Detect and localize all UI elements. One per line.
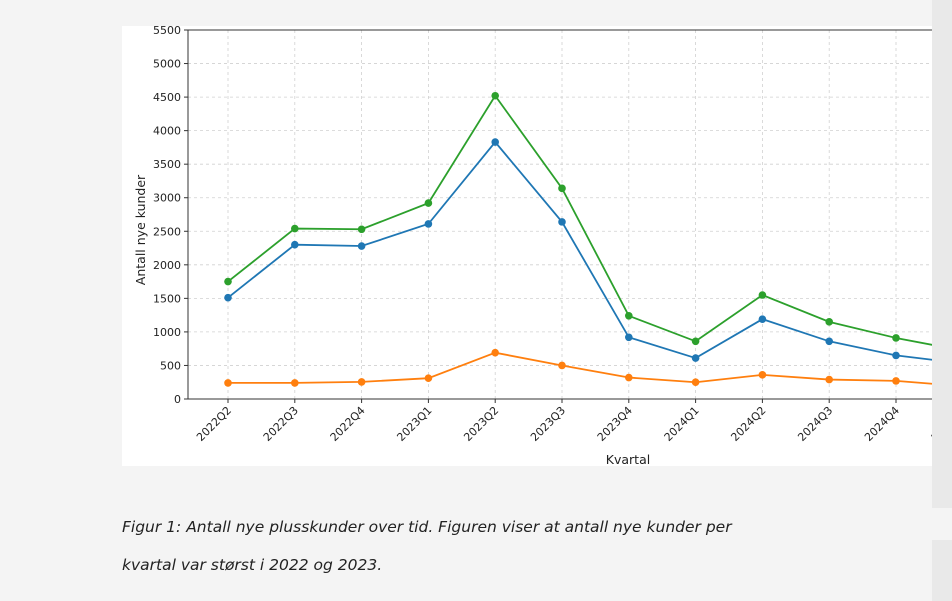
series-1-point bbox=[691, 337, 700, 346]
y-tick-label: 1000 bbox=[153, 326, 181, 339]
x-tick-label: 2024Q2 bbox=[728, 404, 768, 444]
series-1-point bbox=[825, 318, 833, 326]
series-2-point bbox=[491, 138, 500, 146]
series-2-point bbox=[558, 218, 566, 226]
y-tick-label: 2000 bbox=[153, 259, 181, 272]
series-1-point bbox=[291, 224, 299, 233]
axes bbox=[184, 29, 932, 403]
y-tick-label: 1500 bbox=[153, 292, 181, 305]
x-tick-label: 2023Q2 bbox=[461, 404, 501, 444]
x-tick-label: 2022Q4 bbox=[328, 404, 368, 444]
series-3-point bbox=[291, 379, 299, 387]
series-3-point bbox=[625, 373, 633, 382]
y-tick-label: 4000 bbox=[153, 125, 181, 138]
y-tick-label: 2500 bbox=[153, 225, 181, 238]
y-tick-label: 3000 bbox=[153, 192, 181, 205]
series-3-point bbox=[224, 379, 232, 387]
series-2-point bbox=[291, 240, 299, 249]
series-line-3 bbox=[228, 351, 932, 385]
scrollbar-gap bbox=[932, 508, 952, 540]
line-chart: 0 500 1000 1500 2000 2500 3000 3500 4000 4500 5000… bbox=[133, 26, 932, 466]
series-2-point bbox=[357, 242, 366, 250]
series-1-point bbox=[892, 334, 900, 342]
series-1-point bbox=[625, 312, 633, 320]
x-tick-label: 2023Q3 bbox=[528, 404, 568, 444]
caption-line-1: Figur 1: Antall nye plusskunder over tid… bbox=[122, 518, 732, 536]
series bbox=[224, 91, 932, 387]
x-tick-label: 2023Q4 bbox=[595, 404, 635, 444]
series-1-point bbox=[558, 184, 566, 193]
series-2-point bbox=[424, 220, 433, 228]
x-axis-title: Kvartal bbox=[606, 452, 650, 466]
series-line-2 bbox=[227, 140, 932, 361]
tick-labels: 0 500 1000 1500 2000 2500 3000 3500 4000 4500 5000… bbox=[153, 26, 932, 444]
x-tick-label: 2022Q2 bbox=[194, 404, 234, 444]
x-tick-label: 2022Q3 bbox=[261, 404, 301, 444]
chart-figure: 0 500 1000 1500 2000 2500 3000 3500 4000 4500 5000… bbox=[122, 26, 932, 466]
series-1-point bbox=[491, 91, 500, 100]
series-3-point bbox=[758, 371, 767, 379]
series-1-point bbox=[424, 199, 433, 207]
series-2-point bbox=[691, 354, 700, 362]
grid bbox=[188, 29, 932, 400]
x-tick-label: 2023Q1 bbox=[394, 404, 434, 444]
series-3-point bbox=[357, 378, 366, 386]
series-1-point bbox=[357, 225, 366, 234]
y-tick-label: 0 bbox=[174, 393, 181, 406]
scrollbar[interactable] bbox=[932, 0, 952, 601]
x-tick-label: 2024Q3 bbox=[795, 404, 835, 444]
caption-line-2: kvartal var størst i 2022 og 2023. bbox=[122, 556, 383, 574]
series-3-point bbox=[691, 378, 700, 387]
y-tick-label: 500 bbox=[160, 359, 181, 372]
y-axis-title: Antall nye kunder bbox=[133, 174, 148, 285]
series-2-point bbox=[825, 337, 833, 346]
series-1-point bbox=[224, 277, 232, 286]
series-3-point bbox=[558, 361, 566, 370]
x-tick-label: 2024Q4 bbox=[862, 404, 902, 444]
y-tick-label: 5000 bbox=[153, 58, 181, 71]
figure-caption: Figur 1: Antall nye plusskunder over tid… bbox=[122, 508, 822, 584]
y-tick-label: 3500 bbox=[153, 158, 181, 171]
series-2-point bbox=[224, 293, 232, 302]
y-tick-label: 5500 bbox=[153, 26, 181, 37]
series-line-1 bbox=[227, 94, 932, 346]
series-3-point bbox=[892, 377, 900, 385]
x-tick-label: 2024Q1 bbox=[662, 404, 702, 444]
series-3-point bbox=[424, 374, 433, 383]
series-2-point bbox=[758, 315, 767, 323]
x-tick-label: 2025Q1 bbox=[929, 404, 932, 444]
series-2-point bbox=[892, 351, 900, 360]
series-3-point bbox=[491, 348, 500, 357]
y-tick-label: 4500 bbox=[153, 91, 181, 104]
series-3-point bbox=[825, 375, 833, 384]
series-1-point bbox=[758, 291, 767, 299]
series-2-point bbox=[625, 333, 633, 342]
